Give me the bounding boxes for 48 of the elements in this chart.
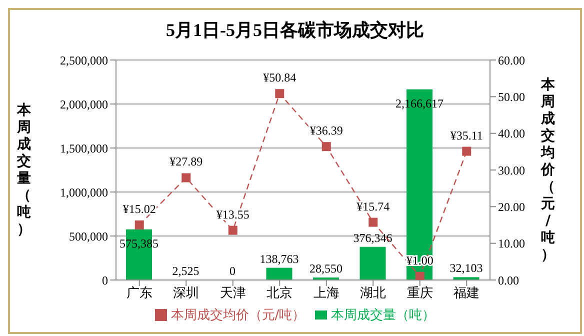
- y2-tick-label: 60.00: [498, 53, 525, 68]
- legend-label: 本周成交均价（元/吨）: [170, 308, 306, 323]
- y2-tick-label: 10.00: [498, 236, 525, 251]
- y2-tick-label: 40.00: [498, 126, 525, 141]
- x-tick-label: 天津: [220, 286, 246, 302]
- data-label: ¥50.84: [263, 70, 296, 85]
- x-tick-label: 上海: [313, 286, 340, 302]
- point: [322, 142, 331, 152]
- x-tick-label: 北京: [266, 286, 293, 302]
- data-label: ¥36.39: [310, 124, 343, 138]
- y-axis-title: 本周成交量（吨）: [16, 102, 32, 238]
- text: 本周成交均价（元/吨）: [541, 76, 555, 263]
- data-label: ¥35.11: [450, 128, 483, 142]
- x-tick-label: 福建: [454, 286, 480, 302]
- data-label: 28,550: [310, 261, 342, 276]
- data-label: 376,346: [353, 230, 392, 245]
- point: [415, 272, 424, 280]
- point: [228, 226, 238, 235]
- data-label: 0: [230, 264, 236, 278]
- x-tick-label: 广东: [126, 286, 152, 302]
- point: [462, 146, 472, 156]
- y-tick-label: 1,000,000: [60, 185, 108, 200]
- x-tick-label: 深圳: [173, 286, 200, 302]
- x-tick-label: 湖北: [360, 286, 386, 302]
- x-tick-label: 重庆: [406, 286, 433, 302]
- y-tick-label: 2,000,000: [60, 97, 108, 112]
- bar: [360, 246, 386, 280]
- data-label: 138,763: [260, 252, 299, 266]
- y2-tick-label: 20.00: [498, 200, 525, 214]
- data-label: ¥27.89: [170, 154, 203, 169]
- point: [134, 220, 144, 230]
- point: [368, 218, 378, 227]
- point: [182, 173, 191, 182]
- data-label: 32,103: [450, 261, 483, 276]
- data-label: ¥15.74: [356, 199, 390, 214]
- y-tick-label: 1,500,000: [60, 141, 108, 156]
- data-label: 2,525: [172, 264, 200, 278]
- chart-title: 5月1日-5月5日各碳市场成交对比: [166, 20, 424, 40]
- y2-tick-label: 0.00: [498, 273, 519, 288]
- y2-tick-label: 30.00: [498, 163, 525, 178]
- bar: [266, 268, 292, 280]
- data-label: ¥15.02: [122, 202, 156, 216]
- point: [275, 89, 284, 98]
- y2-tick-label: 50.00: [498, 90, 525, 104]
- y-tick-label: 0: [102, 273, 108, 288]
- y-tick-label: 500,000: [69, 229, 108, 244]
- y-tick-label: 2,500,000: [60, 53, 108, 68]
- legend-label: 本周成交量（吨）: [331, 308, 436, 323]
